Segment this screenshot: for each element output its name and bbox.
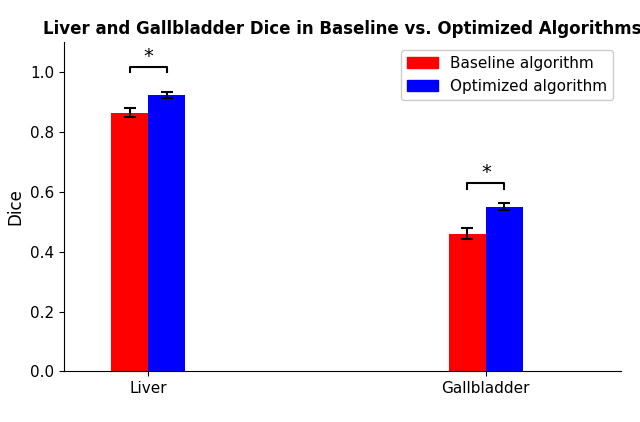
Legend: Baseline algorithm, Optimized algorithm: Baseline algorithm, Optimized algorithm xyxy=(401,50,613,100)
Bar xyxy=(449,234,486,371)
Bar xyxy=(148,95,186,371)
Title: Liver and Gallbladder Dice in Baseline vs. Optimized Algorithms: Liver and Gallbladder Dice in Baseline v… xyxy=(43,20,640,38)
Text: *: * xyxy=(143,46,154,65)
Text: *: * xyxy=(481,163,491,182)
Y-axis label: Dice: Dice xyxy=(6,188,24,225)
Bar xyxy=(111,113,148,371)
Bar xyxy=(486,207,523,371)
